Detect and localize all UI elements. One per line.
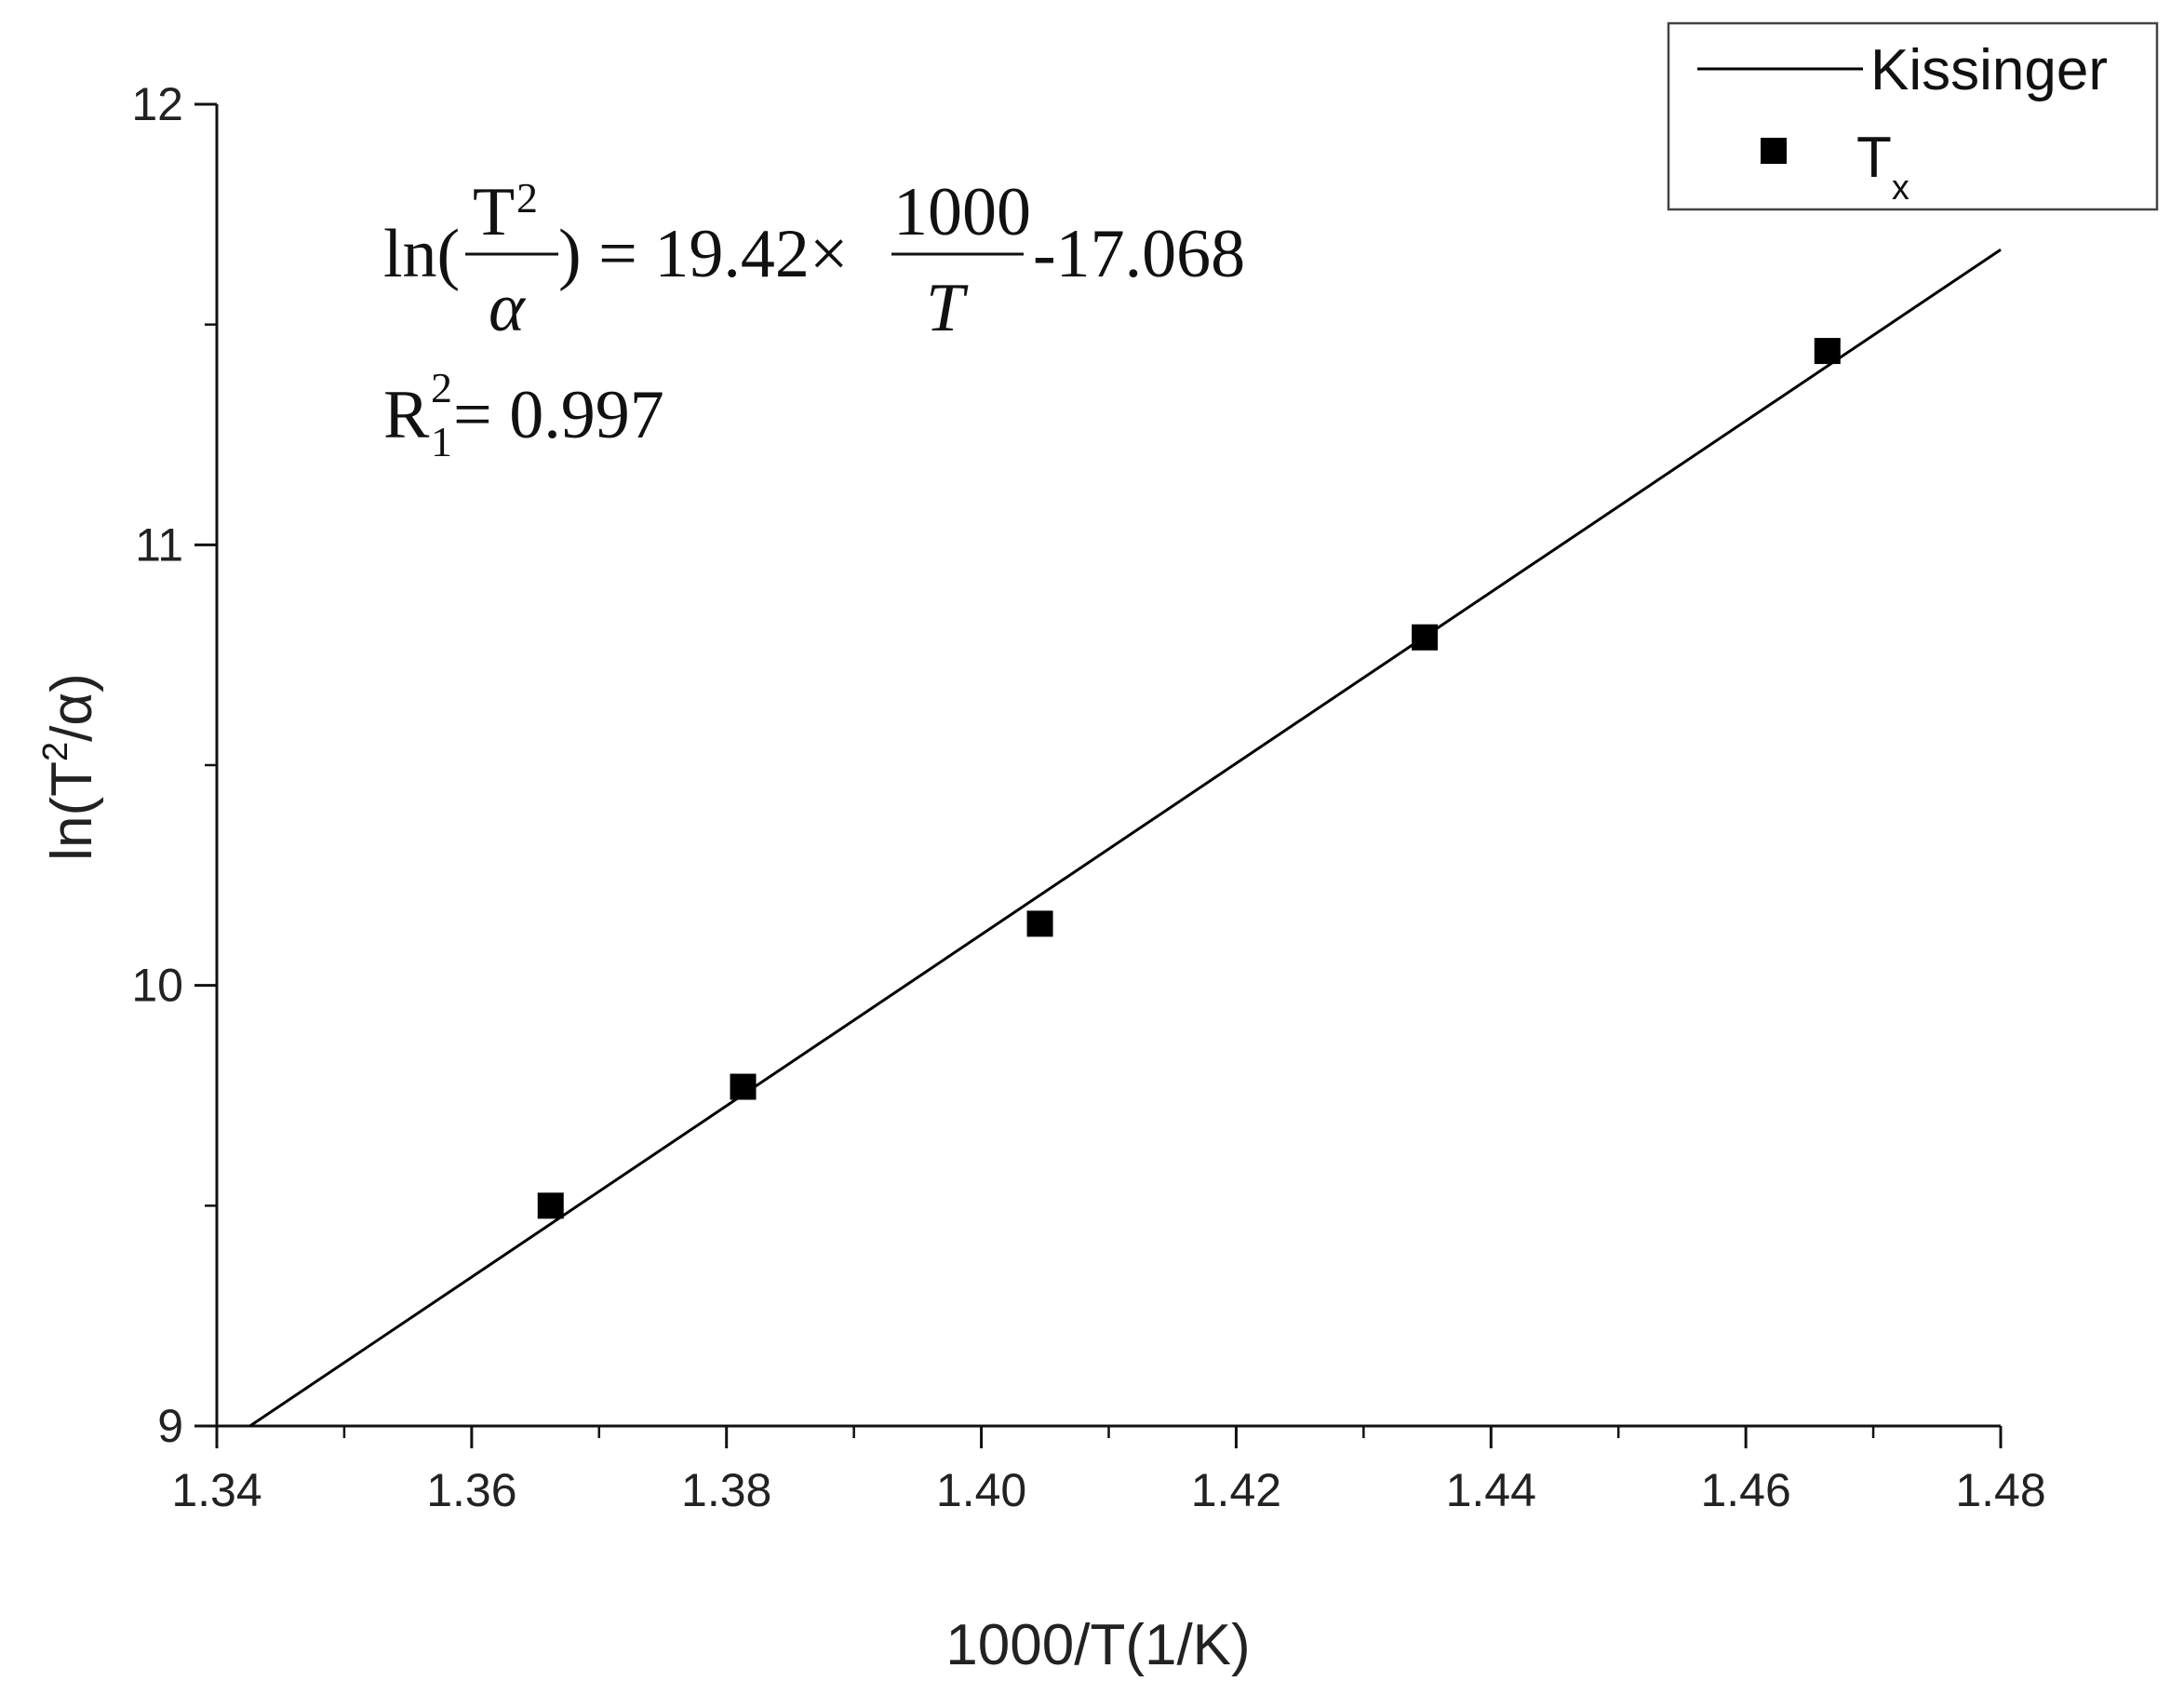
- legend-tx-label: Tx: [1856, 126, 1909, 208]
- x-tick-label-2: 1.38: [681, 1464, 771, 1516]
- y-axis-title-prefix: ln(T: [40, 761, 104, 861]
- x-axis-title: 1000/T(1/K): [945, 1613, 1250, 1677]
- x-tick-label-6: 1.46: [1700, 1464, 1790, 1516]
- x-tick-label-5: 1.44: [1446, 1464, 1536, 1516]
- x-tick-label-4: 1.42: [1191, 1464, 1281, 1516]
- tx-point-0: [537, 1192, 564, 1219]
- eq-frac1-num: T: [473, 174, 515, 250]
- x-tick-label-1: 1.36: [426, 1464, 516, 1516]
- r2-sub: 1: [431, 418, 452, 465]
- tx-point-2: [1026, 910, 1053, 937]
- kissinger-fit-line: [248, 248, 2002, 1428]
- series-layer: [248, 248, 2002, 1428]
- fit-equation: ln( T 2 α ) = 19.42× 1000 T -17.068: [383, 174, 1245, 346]
- ticks: [194, 102, 2003, 1448]
- legend-box: [1667, 21, 2159, 211]
- y-tick-label-0: 9: [157, 1400, 183, 1452]
- y-axis-title-suffix: /α): [40, 673, 104, 742]
- r2-sup: 2: [431, 364, 452, 411]
- eq-frac1-den: α: [489, 270, 527, 346]
- legend: Kissinger Tx: [1667, 21, 2159, 211]
- eq-frac2-den: T: [926, 270, 969, 346]
- y-axis-title-sup: 2: [36, 742, 75, 761]
- eq-tail: -17.068: [1033, 216, 1245, 292]
- y-tick-label-1: 10: [131, 960, 183, 1012]
- y-tick-label-3: 12: [131, 78, 183, 130]
- y-tick-label-2: 11: [135, 518, 183, 571]
- r2-rest: = 0.997: [453, 377, 664, 453]
- x-tick-label-0: 1.34: [171, 1464, 261, 1516]
- legend-tx-marker: [1761, 138, 1787, 164]
- legend-kissinger-label: Kissinger: [1870, 38, 2108, 102]
- axes: [215, 104, 2001, 1428]
- eq-ln-open: ln(: [383, 216, 460, 292]
- x-tick-label-7: 1.48: [1955, 1464, 2045, 1516]
- x-tick-label-3: 1.40: [936, 1464, 1026, 1516]
- eq-frac1-num-sup: 2: [516, 174, 538, 222]
- r2-base: R: [383, 377, 430, 453]
- eq-frac2-num: 1000: [893, 174, 1031, 250]
- r-squared: R 2 1 = 0.997: [383, 364, 664, 465]
- eq-close-eq: ) = 19.42×: [558, 216, 849, 292]
- y-axis-title: ln(T2/α): [36, 673, 104, 861]
